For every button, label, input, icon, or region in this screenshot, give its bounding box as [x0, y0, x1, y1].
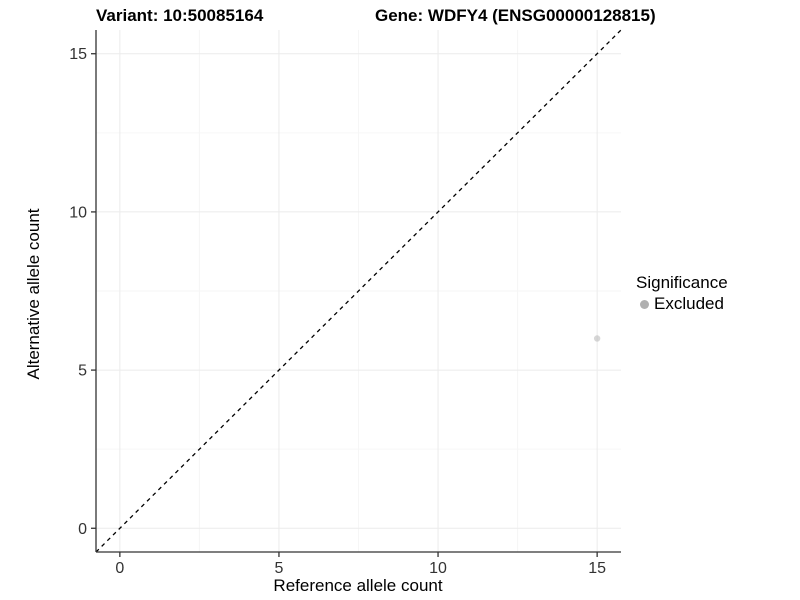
- y-tick-label: 10: [69, 204, 87, 221]
- y-tick-label: 0: [78, 521, 87, 538]
- x-tick-label: 5: [275, 560, 284, 577]
- x-axis-title: Reference allele count: [273, 576, 443, 595]
- y-tick-label: 15: [69, 46, 87, 63]
- identity-dashed-line: [95, 29, 622, 553]
- legend-key: [636, 296, 653, 313]
- legend-point-icon: [640, 299, 649, 309]
- x-tick-label: 10: [429, 560, 447, 577]
- x-tick-label: 15: [588, 560, 606, 577]
- x-tick-label: 0: [115, 560, 124, 577]
- y-tick-label: 5: [78, 363, 87, 380]
- data-point: [593, 335, 601, 342]
- legend-entry-label: Excluded: [654, 294, 724, 313]
- legend: Significance Excluded: [636, 273, 728, 314]
- legend-title: Significance: [636, 273, 728, 292]
- y-axis-title: Alternative allele count: [24, 208, 43, 380]
- variant-title: Variant: 10:50085164: [96, 6, 264, 25]
- gene-title: Gene: WDFY4 (ENSG00000128815): [375, 6, 656, 25]
- legend-entry-excluded: Excluded: [636, 294, 728, 314]
